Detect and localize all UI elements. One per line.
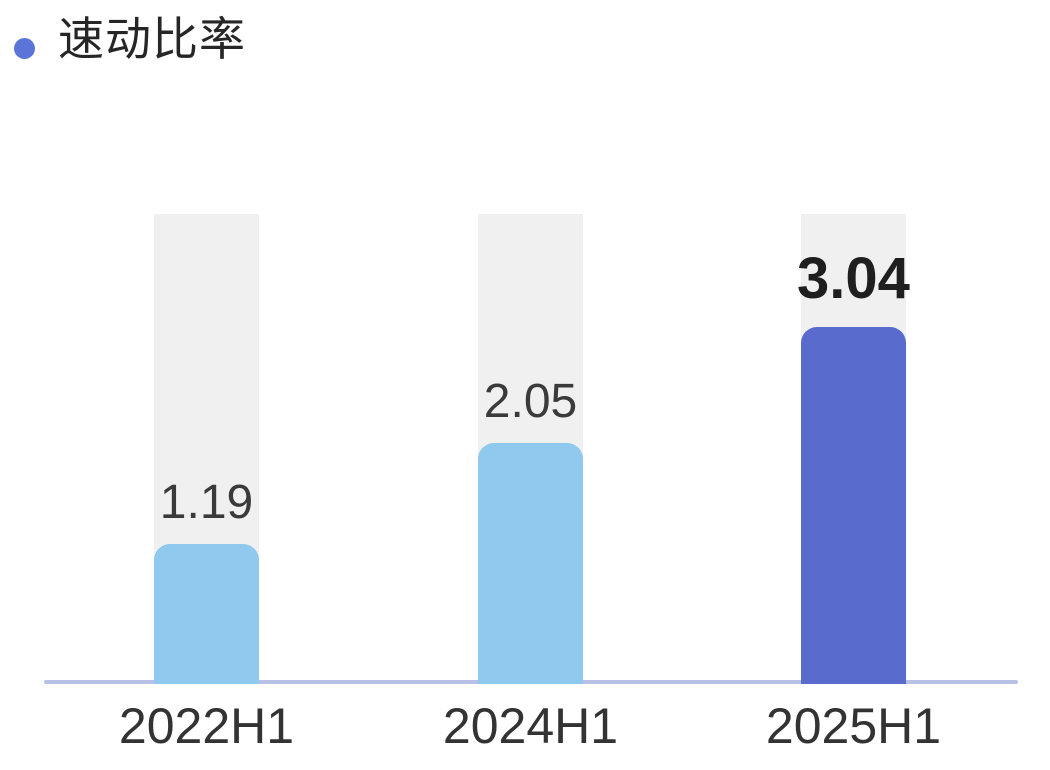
x-axis-label: 2022H1 (118, 698, 295, 754)
x-axis-label: 2024H1 (442, 698, 619, 754)
page-title: 速动比率 (58, 13, 246, 65)
title-bullet-icon (14, 38, 35, 59)
bar-2024H1[interactable] (478, 443, 583, 684)
bar-value-label: 1.19 (159, 475, 254, 529)
chart-header: 速动比率 (0, 0, 1050, 90)
bar-2025H1[interactable] (801, 327, 906, 684)
x-axis-label: 2025H1 (765, 698, 942, 754)
bar-value-label: 3.04 (797, 246, 910, 312)
bar-value-label: 2.05 (483, 374, 578, 428)
bar-2022H1[interactable] (154, 544, 259, 684)
